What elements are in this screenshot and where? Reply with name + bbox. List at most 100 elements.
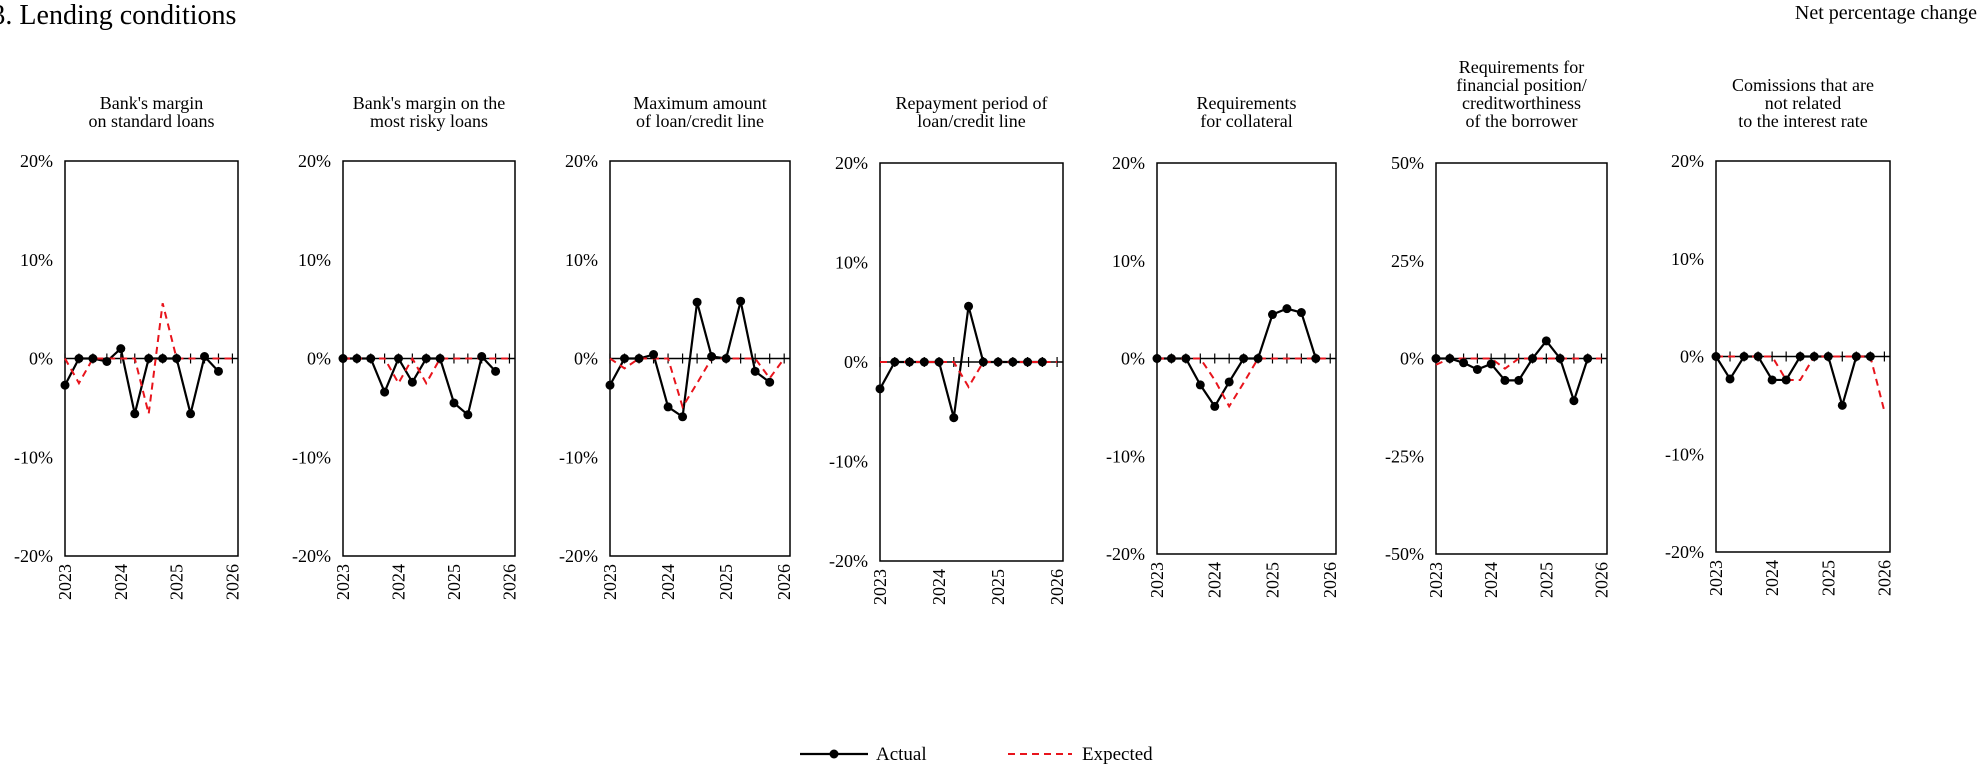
- unit-note: Net percentage change: [1794, 2, 1977, 24]
- y-tick-label: -50%: [1385, 544, 1424, 564]
- data-point-actual: [649, 350, 659, 360]
- y-tick-label: -10%: [829, 452, 868, 472]
- data-point-actual: [919, 357, 929, 367]
- x-tick-label: 2025: [716, 564, 736, 600]
- x-tick-label: 2024: [658, 564, 678, 600]
- data-point-actual: [421, 354, 431, 363]
- chart-title-line: on standard loans: [89, 111, 215, 131]
- x-tick-label: 2026: [499, 564, 519, 600]
- data-point-actual: [1528, 354, 1538, 363]
- data-point-actual: [750, 366, 760, 376]
- data-point-actual: [463, 410, 473, 420]
- series-line-expected: [1157, 357, 1331, 409]
- x-tick-label: 2024: [929, 569, 949, 605]
- y-tick-label: -10%: [292, 447, 331, 467]
- chart-title-line: of loan/credit line: [636, 111, 764, 131]
- data-point-actual: [186, 409, 196, 419]
- x-tick-label: 2026: [1591, 562, 1611, 598]
- y-tick-label: 10%: [298, 250, 331, 270]
- data-point-actual: [144, 354, 154, 363]
- data-point-actual: [1253, 354, 1263, 363]
- data-point-actual: [172, 354, 182, 363]
- series-line-actual: [343, 354, 497, 417]
- chart-title-line: not related: [1765, 93, 1841, 113]
- data-point-actual: [1795, 352, 1805, 361]
- chart-title-line: creditworthiness: [1462, 93, 1581, 113]
- data-point-actual: [477, 352, 487, 362]
- data-point-actual: [1311, 354, 1321, 363]
- data-point-actual: [890, 357, 900, 367]
- data-point-actual: [1239, 354, 1249, 363]
- data-point-actual: [978, 357, 988, 367]
- y-tick-label: 0%: [844, 352, 868, 372]
- data-point-actual: [1152, 354, 1162, 363]
- data-point-actual: [1500, 375, 1510, 385]
- y-tick-label: -20%: [1665, 542, 1704, 562]
- chart-title-line: of the borrower: [1466, 111, 1578, 131]
- y-tick-label: 20%: [565, 151, 598, 171]
- data-point-actual: [663, 402, 673, 412]
- y-tick-label: 10%: [835, 253, 868, 273]
- x-tick-label: 2026: [1874, 560, 1894, 596]
- y-tick-label: 0%: [1400, 349, 1424, 369]
- x-tick-label: 2023: [1426, 562, 1446, 598]
- chart-title-line: Bank's margin: [100, 93, 203, 113]
- data-point-actual: [200, 352, 210, 362]
- y-tick-label: 20%: [298, 151, 331, 171]
- data-point-actual: [1809, 352, 1819, 361]
- data-point-actual: [213, 366, 223, 376]
- data-point-actual: [102, 356, 112, 366]
- y-tick-label: 10%: [1671, 249, 1704, 269]
- data-point-actual: [352, 354, 362, 363]
- x-tick-label: 2024: [111, 564, 131, 600]
- data-point-actual: [1823, 352, 1833, 361]
- data-point-actual: [1583, 354, 1593, 363]
- data-point-actual: [934, 357, 944, 367]
- y-tick-label: 10%: [20, 250, 53, 270]
- data-point-actual: [116, 344, 126, 354]
- data-point-actual: [692, 297, 702, 307]
- x-tick-label: 2023: [1706, 560, 1726, 596]
- data-point-actual: [721, 354, 731, 363]
- data-point-actual: [1181, 354, 1191, 363]
- x-tick-label: 2025: [1536, 562, 1556, 598]
- data-point-actual: [491, 366, 501, 376]
- x-tick-label: 2024: [388, 564, 408, 600]
- series-line-expected: [1716, 355, 1886, 412]
- data-point-actual: [1445, 354, 1455, 363]
- data-point-actual: [449, 398, 459, 408]
- legend-label-actual: Actual: [876, 744, 927, 765]
- y-tick-label: 0%: [574, 349, 598, 369]
- x-tick-label: 2024: [1481, 562, 1501, 598]
- x-tick-label: 2023: [55, 564, 75, 600]
- y-tick-label: -10%: [1106, 446, 1145, 466]
- x-tick-label: 2025: [1262, 562, 1282, 598]
- data-point-actual: [1267, 310, 1277, 320]
- y-tick-label: 0%: [29, 349, 53, 369]
- data-point-actual: [1865, 352, 1875, 361]
- data-point-actual: [1431, 354, 1441, 363]
- x-tick-label: 2023: [870, 569, 890, 605]
- legend: Actual Expected: [800, 744, 1153, 765]
- y-tick-label: 20%: [1671, 151, 1704, 171]
- chart-title-line: financial position/: [1456, 75, 1586, 95]
- data-point-actual: [1767, 375, 1777, 385]
- x-tick-label: 2023: [333, 564, 353, 600]
- chart-title-line: to the interest rate: [1738, 111, 1867, 131]
- x-tick-label: 2025: [444, 564, 464, 600]
- y-tick-label: 0%: [1121, 349, 1145, 369]
- data-point-actual: [366, 354, 376, 363]
- data-point-actual: [620, 354, 630, 363]
- data-point-actual: [88, 354, 98, 363]
- chart-title-line: Bank's margin on the: [353, 93, 505, 113]
- data-point-actual: [678, 412, 688, 422]
- chart-title-line: loan/credit line: [917, 111, 1025, 131]
- data-point-actual: [1472, 364, 1482, 374]
- y-tick-label: -20%: [14, 546, 53, 566]
